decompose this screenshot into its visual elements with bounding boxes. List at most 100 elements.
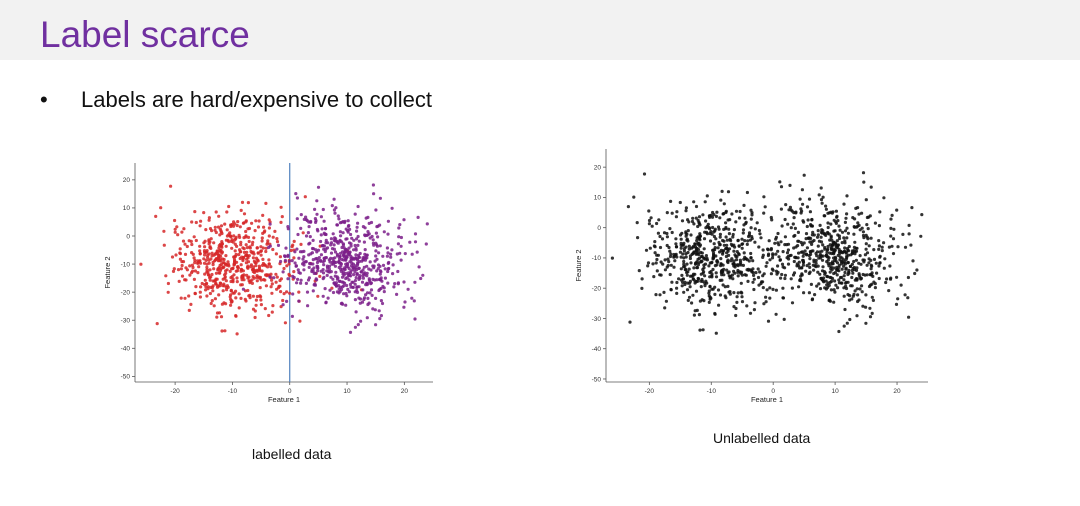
scatter-point xyxy=(682,247,686,251)
scatter-point xyxy=(275,240,280,244)
scatter-point xyxy=(179,267,183,271)
scatter-point xyxy=(296,232,300,237)
scatter-point xyxy=(343,267,347,271)
scatter-point xyxy=(675,280,679,285)
bullet-marker: • xyxy=(40,87,48,112)
scatter-point xyxy=(370,293,374,297)
scatter-point xyxy=(206,273,210,277)
scatter-point xyxy=(346,229,350,233)
scatter-point xyxy=(697,220,701,224)
scatter-point xyxy=(804,237,808,241)
scatter-point xyxy=(267,226,271,230)
scatter-point xyxy=(736,264,740,268)
scatter-point xyxy=(691,293,695,297)
scatter-point xyxy=(865,235,869,239)
scatter-point xyxy=(751,259,755,263)
scatter-point xyxy=(391,263,395,267)
scatter-point xyxy=(220,240,224,244)
scatter-point xyxy=(794,211,798,215)
scatter-point xyxy=(261,246,265,250)
scatter-point xyxy=(842,202,846,206)
scatter-point xyxy=(355,229,359,233)
scatter-point xyxy=(719,257,723,261)
scatter-point xyxy=(723,294,727,298)
scatter-point xyxy=(626,205,630,209)
scatter-point xyxy=(299,213,303,217)
scatter-point xyxy=(653,240,657,244)
scatter-point xyxy=(741,263,745,267)
scatter-point xyxy=(255,269,259,273)
scatter-point xyxy=(378,244,382,248)
scatter-point xyxy=(684,255,688,259)
scatter-point xyxy=(654,261,658,265)
scatter-point xyxy=(853,289,857,293)
scatter-point xyxy=(223,276,227,280)
x-tick-label: 0 xyxy=(771,388,775,395)
scatter-point xyxy=(857,298,861,302)
scatter-point xyxy=(882,241,886,245)
scatter-point xyxy=(222,284,226,288)
scatter-point xyxy=(397,235,401,239)
scatter-point xyxy=(282,266,286,271)
scatter-point xyxy=(358,301,362,305)
scatter-point xyxy=(335,240,339,244)
scatter-point xyxy=(232,291,236,295)
y-tick-label: 20 xyxy=(123,177,131,184)
scatter-point xyxy=(832,300,836,304)
scatter-point xyxy=(381,284,385,289)
scatter-point xyxy=(648,246,652,250)
scatter-point xyxy=(183,296,187,300)
scatter-point xyxy=(357,296,361,300)
scatter-point xyxy=(413,280,417,284)
scatter-point xyxy=(745,268,749,272)
scatter-point xyxy=(721,212,725,216)
scatter-point xyxy=(246,235,251,239)
scatter-point xyxy=(252,252,256,256)
scatter-point xyxy=(843,246,847,250)
scatter-point xyxy=(782,317,786,321)
scatter-point xyxy=(181,239,186,243)
scatter-point xyxy=(717,303,721,307)
scatter-point xyxy=(682,290,686,294)
scatter-point xyxy=(693,272,697,276)
scatter-point xyxy=(251,256,255,260)
scatter-point xyxy=(824,254,828,258)
scatter-point xyxy=(210,299,214,303)
scatter-point xyxy=(270,291,274,295)
scatter-point xyxy=(234,269,238,273)
scatter-point xyxy=(750,270,754,274)
scatter-point xyxy=(649,216,653,220)
scatter-point xyxy=(865,251,870,255)
scatter-point xyxy=(720,278,724,282)
scatter-point xyxy=(860,226,864,230)
scatter-point xyxy=(306,231,310,235)
scatter-point xyxy=(236,220,240,224)
scatter-point xyxy=(341,243,345,247)
scatter-point xyxy=(816,270,820,274)
scatter-point xyxy=(687,247,691,251)
scatter-point xyxy=(742,203,746,207)
scatter-point xyxy=(386,281,390,285)
scatter-point xyxy=(371,307,375,311)
scatter-point xyxy=(345,276,349,280)
scatter-point xyxy=(817,282,821,286)
scatter-point xyxy=(210,251,214,255)
scatter-point xyxy=(275,237,279,241)
scatter-point xyxy=(253,315,257,320)
scatter-point xyxy=(808,270,812,274)
scatter-point xyxy=(707,300,711,304)
scatter-point xyxy=(207,242,211,246)
scatter-point xyxy=(311,247,316,251)
scatter-point xyxy=(322,256,326,260)
scatter-point xyxy=(831,262,835,266)
scatter-point xyxy=(837,236,842,241)
scatter-point xyxy=(684,209,688,213)
scatter-point xyxy=(371,238,375,242)
scatter-point xyxy=(361,288,365,292)
scatter-point xyxy=(221,289,225,293)
scatter-point xyxy=(647,218,652,223)
scatter-point xyxy=(244,261,248,265)
scatter-point xyxy=(856,293,860,297)
scatter-point xyxy=(264,284,268,288)
scatter-point xyxy=(222,265,226,269)
